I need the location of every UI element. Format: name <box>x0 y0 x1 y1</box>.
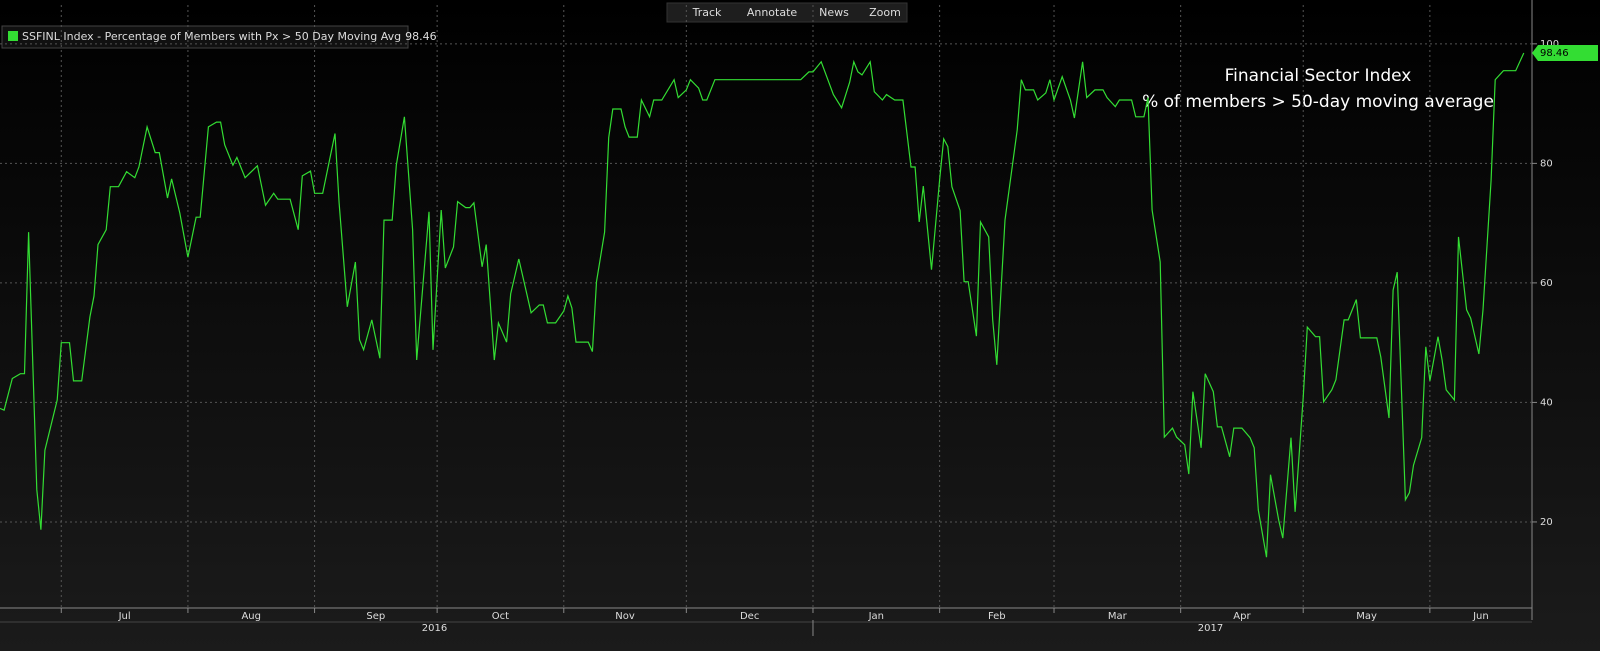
toolbar-button[interactable]: Zoom <box>869 6 901 19</box>
y-tick-label: 60 <box>1540 278 1553 289</box>
x-tick-label: Apr <box>1233 611 1251 622</box>
toolbar-button[interactable]: Track <box>692 6 722 19</box>
y-tick-label: 40 <box>1540 397 1553 408</box>
x-tick-label: May <box>1356 611 1377 622</box>
x-tick-label: Jun <box>1472 611 1489 622</box>
year-label: 2017 <box>1198 623 1223 634</box>
x-tick-label: Aug <box>241 611 261 622</box>
x-tick-label: Feb <box>988 611 1006 622</box>
toolbar-button[interactable]: News <box>819 6 849 19</box>
legend-value: 98.46 <box>405 30 437 43</box>
x-tick-label: Sep <box>366 611 385 622</box>
y-tick-label: 100 <box>1540 39 1559 50</box>
y-tick-label: 80 <box>1540 158 1553 169</box>
toolbar <box>666 2 908 23</box>
x-tick-label: Mar <box>1108 611 1128 622</box>
x-tick-label: Dec <box>740 611 759 622</box>
toolbar-button[interactable]: Annotate <box>747 6 798 19</box>
annotation: % of members > 50-day moving average <box>1142 92 1494 112</box>
annotation: Financial Sector Index <box>1225 66 1412 86</box>
legend-name: SSFINL Index - Percentage of Members wit… <box>22 30 401 43</box>
last-value-label: 98.46 <box>1540 48 1569 59</box>
x-tick-label: Jul <box>118 611 131 622</box>
y-tick-label: 20 <box>1540 517 1553 528</box>
last-value-tag <box>1532 45 1598 62</box>
x-tick-label: Nov <box>615 611 635 622</box>
year-label: 2016 <box>422 623 447 634</box>
legend-label: SSFINL Index - Percentage of Members wit… <box>22 30 437 43</box>
x-tick-label: Oct <box>492 611 509 622</box>
series-line <box>0 52 1525 558</box>
legend-swatch <box>8 31 18 41</box>
x-tick-label: Jan <box>868 611 884 622</box>
legend-box <box>1 25 409 49</box>
